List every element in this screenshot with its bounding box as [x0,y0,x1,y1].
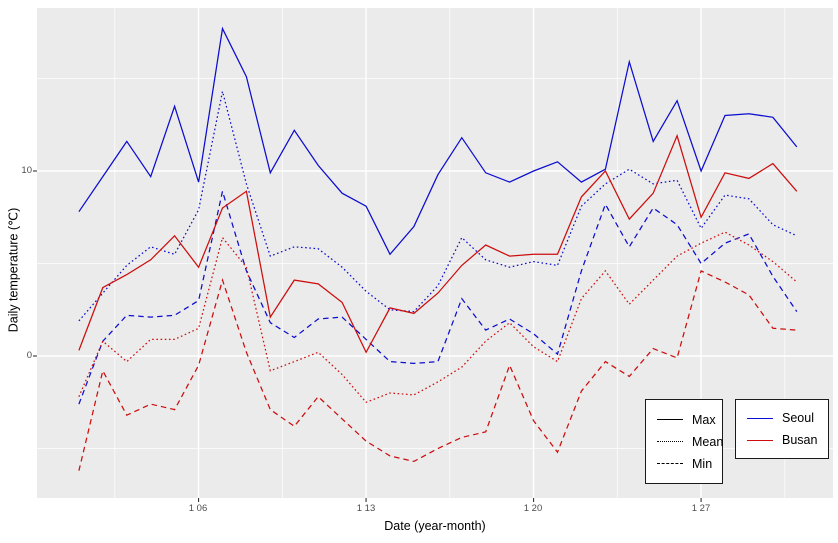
series-seoul-max [78,26,798,256]
legend-item-seoul: Seoul [736,410,828,427]
seoul-line-icon [747,417,773,419]
x-tick-label-120: 1 20 [523,503,543,514]
legend-item-mean: Mean [646,433,724,450]
legend-item-max: Max [646,411,722,428]
legend-item-min: Min [646,455,722,472]
legend-label: Min [692,456,713,471]
legend-label: Busan [782,433,818,447]
x-axis-title: Date (year-month) [384,519,486,533]
busan-line-icon [747,439,773,441]
legend-city-box: Seoul Busan [735,399,829,459]
x-tick-label-127: 1 27 [691,503,711,514]
dotted-line-icon [657,441,683,442]
series-busan-min [78,270,797,471]
dashed-line-icon [657,463,683,464]
legend-label: Max [692,412,716,427]
data-series-lines [78,26,798,471]
x-tick-label-113: 1 13 [356,503,376,514]
series-busan-mean [78,231,798,404]
y-tick-label-0: 0 [26,350,32,361]
solid-line-icon [657,419,683,420]
y-axis-title: Daily temperature (℃) [6,207,21,333]
y-tick-label-10: 10 [21,165,32,176]
x-tick-label-106: 1 06 [188,503,208,514]
series-busan-max [78,133,798,354]
axis-tick-marks [33,170,702,502]
legend-item-busan: Busan [736,432,828,449]
legend-linetype-box: Max Mean Min [645,399,723,484]
minor-gridlines [37,8,833,498]
legend-label: Mean [692,434,724,449]
major-gridlines [37,8,833,498]
legend-label: Seoul [782,411,814,425]
